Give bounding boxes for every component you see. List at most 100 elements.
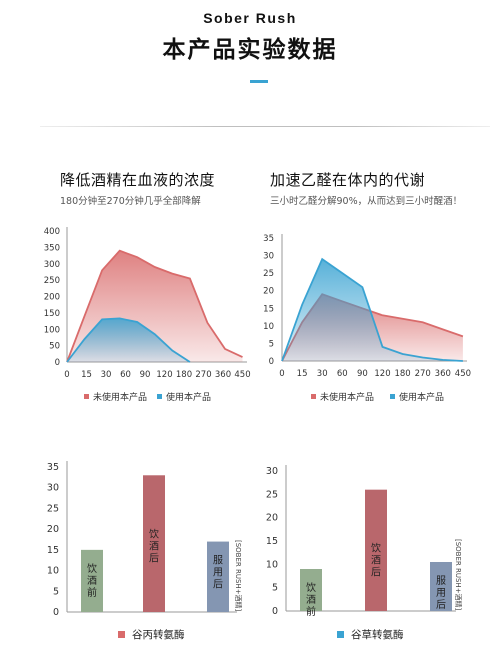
brand-name: Sober Rush xyxy=(203,10,297,26)
chart1-y-tick-label: 200 xyxy=(44,293,60,303)
bar1-category-label: 前 xyxy=(87,586,97,599)
chart2-y-tick-label: 10 xyxy=(263,322,274,332)
chart2-y-tick-label: 35 xyxy=(263,234,274,244)
bar1-bar xyxy=(81,549,103,612)
chart2-series-area xyxy=(282,259,463,361)
bar1-legend-swatch xyxy=(118,631,125,638)
chart1-legend-swatch xyxy=(84,394,89,399)
bar1-y-tick-label: 5 xyxy=(53,586,59,597)
bar2-category-label: 酒 xyxy=(306,594,316,606)
chart1-x-tick-label: 60 xyxy=(120,370,131,380)
bar1-y-tick-label: 30 xyxy=(47,483,59,494)
bar2-bar xyxy=(430,562,452,611)
chart1-y-tick-label: 150 xyxy=(44,309,60,319)
bar1-category-label: 后 xyxy=(149,552,159,564)
chart1-y-tick-label: 250 xyxy=(44,276,60,286)
chart1-x-tick-label: 30 xyxy=(101,370,112,380)
chart2-x-tick-label: 90 xyxy=(357,369,368,379)
chart1-section-title: 降低酒精在血液的浓度 xyxy=(60,171,216,189)
chart2-x-tick-label: 270 xyxy=(415,369,431,379)
chart2-x-tick-label: 450 xyxy=(455,369,471,379)
bar2-y-tick-label: 25 xyxy=(266,489,278,500)
chart2-x-tick-label: 120 xyxy=(374,369,390,379)
bar1-category-label: 后 xyxy=(213,579,223,591)
bar2-category-label: 饮 xyxy=(306,581,316,594)
bar1-y-tick-label: 20 xyxy=(47,524,59,535)
bar2-y-tick-label: 15 xyxy=(266,536,278,547)
chart2-x-tick-label: 60 xyxy=(337,369,348,379)
bar2-legend-swatch xyxy=(337,631,344,638)
chart2-y-tick-label: 25 xyxy=(263,269,274,279)
chart1-legend-label: 使用本产品 xyxy=(166,391,211,403)
bar2-y-tick-label: 30 xyxy=(266,466,278,477)
chart2-y-tick-label: 0 xyxy=(269,357,274,367)
bar2-category-label: 前 xyxy=(306,605,316,618)
chart2-x-tick-label: 30 xyxy=(317,369,328,379)
bar2-side-label: [SOBER RUSH+酒精] xyxy=(454,539,463,611)
bar1-bar xyxy=(143,475,165,612)
chart1-x-tick-label: 270 xyxy=(195,370,211,380)
chart2-x-tick-label: 0 xyxy=(279,369,284,379)
chart1-legend-label: 未使用本产品 xyxy=(93,391,147,403)
bar1-side-label-text: [SOBER RUSH+酒精] xyxy=(234,540,243,612)
chart2-y-tick-label: 30 xyxy=(263,252,274,262)
bar1-bar xyxy=(207,541,229,612)
chart1-x-tick-label: 180 xyxy=(176,370,192,380)
bar1-y-tick-label: 0 xyxy=(53,607,59,618)
bar2-category-label: 服 xyxy=(436,575,446,587)
bar2-y-tick-label: 0 xyxy=(272,606,278,617)
bar2-side-label-text: [SOBER RUSH+酒精] xyxy=(454,539,463,611)
chart2-y-tick-label: 5 xyxy=(269,339,274,349)
chart2-legend-label: 未使用本产品 xyxy=(320,391,374,403)
chart1-y-tick-label: 350 xyxy=(44,243,60,253)
bar2-bar xyxy=(300,569,322,611)
bar1-legend-label: 谷丙转氨酶 xyxy=(132,628,185,641)
bar1-category-label: 酒 xyxy=(149,540,159,552)
bar2-bar xyxy=(365,489,387,611)
bar1-y-tick-label: 15 xyxy=(47,545,59,556)
bar1-category-label: 服 xyxy=(213,555,223,567)
title-accent-bar xyxy=(250,80,268,83)
chart2-x-tick-label: 180 xyxy=(394,369,410,379)
chart2-x-tick-label: 15 xyxy=(297,369,308,379)
chart1-series-line xyxy=(66,249,243,363)
chart2-x-tick-label: 360 xyxy=(435,369,451,379)
chart2-legend-label: 使用本产品 xyxy=(399,391,444,403)
bar1-category-label: 饮 xyxy=(149,527,159,540)
bar2-y-tick-label: 20 xyxy=(266,513,278,524)
bar2-legend-label: 谷草转氨酶 xyxy=(351,628,404,641)
chart2-section-title: 加速乙醛在体内的代谢 xyxy=(270,171,426,189)
section-divider xyxy=(40,126,490,127)
chart1-x-tick-label: 360 xyxy=(215,370,231,380)
chart2-y-tick-label: 20 xyxy=(263,287,274,297)
chart1-x-tick-label: 120 xyxy=(156,370,172,380)
page-title: 本产品实验数据 xyxy=(162,37,338,63)
chart2-series-line xyxy=(281,257,463,362)
bar2-category-label: 饮 xyxy=(371,542,381,555)
chart1-y-tick-label: 50 xyxy=(49,342,60,352)
chart1-y-tick-label: 100 xyxy=(44,325,60,335)
bar1-side-label: [SOBER RUSH+酒精] xyxy=(234,540,243,612)
chart1-x-tick-label: 0 xyxy=(64,370,69,380)
chart1-y-tick-label: 400 xyxy=(44,227,60,237)
bar1-y-tick-label: 25 xyxy=(47,503,59,514)
chart1-x-tick-label: 15 xyxy=(81,370,92,380)
bar2-y-tick-label: 10 xyxy=(266,559,278,570)
bar1-category-label: 用 xyxy=(213,568,223,579)
bar1-category-label: 酒 xyxy=(87,575,97,587)
chart1-y-tick-label: 0 xyxy=(55,358,60,368)
chart2-section-subtitle: 三小时乙醛分解90%，从而达到三小时醒酒！ xyxy=(270,196,463,207)
chart1-x-tick-label: 450 xyxy=(234,370,250,380)
chart1-series-area xyxy=(67,318,190,362)
chart2-y-tick-label: 15 xyxy=(263,304,274,314)
bar1-category-label: 饮 xyxy=(87,562,97,575)
bar2-category-label: 用 xyxy=(436,588,446,599)
chart1-x-tick-label: 90 xyxy=(140,370,151,380)
chart2-legend-swatch xyxy=(390,394,395,399)
chart1-y-tick-label: 300 xyxy=(44,260,60,270)
bar1-y-tick-label: 35 xyxy=(47,462,59,473)
chart1-series-line xyxy=(66,317,191,363)
bar2-category-label: 后 xyxy=(436,599,446,611)
chart1-section-subtitle: 180分钟至270分钟几乎全部降解 xyxy=(60,196,201,207)
